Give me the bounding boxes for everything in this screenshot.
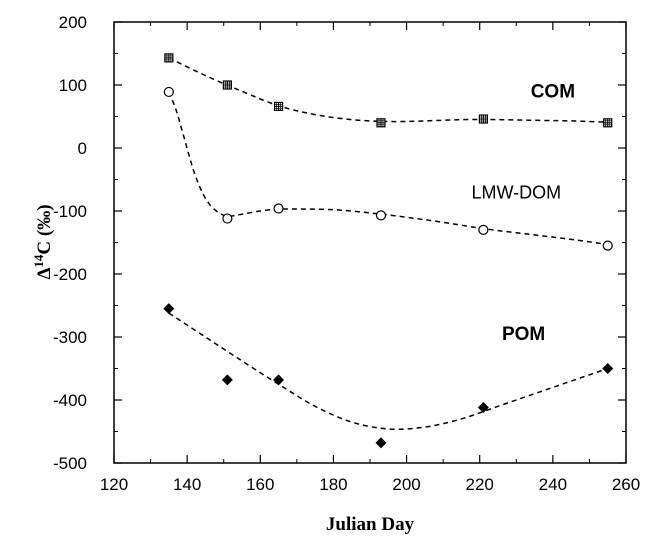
- point-pom: [375, 437, 387, 449]
- y-axis-title-rest: C (‰): [34, 204, 55, 254]
- x-tick-label: 160: [246, 475, 274, 494]
- y-axis-title-sup: 14: [31, 254, 46, 268]
- series-label-com: COM: [531, 82, 575, 103]
- x-tick-label: 140: [173, 475, 201, 494]
- point-pom: [221, 374, 233, 386]
- y-tick-label: -200: [53, 265, 87, 284]
- y-tick-label: 0: [78, 139, 87, 158]
- point-com: [222, 80, 232, 90]
- series-label-lmw-dom: LMW-DOM: [471, 182, 561, 202]
- series-labels: COM LMW-DOM POM: [471, 82, 575, 346]
- series-label-pom: POM: [502, 324, 545, 345]
- y-tick-label: -300: [53, 328, 87, 347]
- data-markers: [163, 53, 614, 449]
- point-pom: [273, 374, 285, 386]
- x-tick-label: 220: [466, 475, 494, 494]
- x-tick-label: 240: [539, 475, 567, 494]
- x-tick-label: 120: [100, 475, 128, 494]
- x-tick-label: 180: [319, 475, 347, 494]
- point-lmw-dom: [478, 224, 489, 235]
- point-com: [603, 118, 613, 128]
- y-tick-label: 200: [59, 13, 87, 32]
- y-axis-title-delta: Δ: [34, 268, 55, 280]
- point-com: [273, 101, 284, 112]
- y-tick-label: -400: [53, 391, 87, 410]
- point-com: [376, 118, 386, 128]
- y-axis-title: Δ14C (‰): [31, 204, 55, 279]
- trend-lines: [168, 57, 608, 431]
- point-pom: [602, 363, 614, 374]
- axis-tick-labels: 120 140 160 180 200 220 240 260 200 100 0 -100 -200 -…: [53, 13, 640, 494]
- y-tick-label: -100: [53, 202, 87, 221]
- point-lmw-dom: [273, 203, 284, 214]
- axis-ticks: [113, 21, 627, 464]
- y-tick-label: -500: [53, 454, 87, 473]
- x-tick-label: 260: [612, 475, 640, 494]
- point-lmw-dom: [163, 86, 174, 98]
- trend-line-lmw-dom: [168, 91, 608, 246]
- point-pom: [163, 303, 175, 315]
- y-tick-label: 100: [59, 76, 87, 95]
- point-pom: [477, 402, 489, 414]
- point-lmw-dom: [602, 240, 613, 251]
- point-com: [478, 114, 488, 124]
- x-tick-label: 200: [392, 475, 420, 494]
- point-lmw-dom: [375, 210, 387, 221]
- point-com: [164, 53, 174, 63]
- x-axis-title: Julian Day: [326, 514, 415, 535]
- point-lmw-dom: [222, 213, 233, 224]
